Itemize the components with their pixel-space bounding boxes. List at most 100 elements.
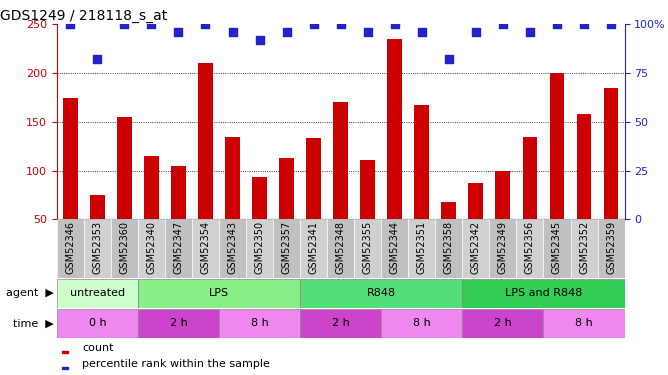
Bar xyxy=(381,219,408,278)
Text: 8 h: 8 h xyxy=(413,318,431,328)
Bar xyxy=(84,219,111,278)
Bar xyxy=(57,309,138,338)
Bar xyxy=(273,219,300,278)
Text: GSM52348: GSM52348 xyxy=(336,221,345,274)
Bar xyxy=(144,156,159,219)
Text: GSM52352: GSM52352 xyxy=(579,221,589,274)
Bar xyxy=(117,117,132,219)
Point xyxy=(606,21,617,27)
Bar xyxy=(462,309,544,338)
Bar xyxy=(408,219,436,278)
Text: 2 h: 2 h xyxy=(332,318,349,328)
Text: 8 h: 8 h xyxy=(575,318,593,328)
Bar xyxy=(138,219,165,278)
Text: GSM52344: GSM52344 xyxy=(389,221,399,274)
Text: GSM52355: GSM52355 xyxy=(363,221,373,274)
Text: untreated: untreated xyxy=(69,288,125,298)
Bar xyxy=(496,171,510,219)
Bar xyxy=(300,309,381,338)
Text: GSM52343: GSM52343 xyxy=(228,221,238,274)
Text: count: count xyxy=(82,343,114,353)
Bar xyxy=(90,195,105,219)
Text: GDS1249 / 218118_s_at: GDS1249 / 218118_s_at xyxy=(0,9,167,23)
Text: 0 h: 0 h xyxy=(89,318,106,328)
Point xyxy=(309,21,319,27)
Text: GSM52340: GSM52340 xyxy=(146,221,156,274)
Bar xyxy=(138,279,300,308)
Bar xyxy=(354,219,381,278)
Bar xyxy=(327,219,354,278)
Point xyxy=(65,21,75,27)
Text: GSM52351: GSM52351 xyxy=(417,221,427,274)
Text: GSM52341: GSM52341 xyxy=(309,221,319,274)
Point xyxy=(146,21,157,27)
Bar xyxy=(171,166,186,219)
Text: GSM52345: GSM52345 xyxy=(552,221,562,274)
Point xyxy=(552,21,562,27)
Text: 2 h: 2 h xyxy=(494,318,512,328)
Bar xyxy=(570,219,598,278)
Bar xyxy=(300,279,462,308)
Bar xyxy=(468,183,484,219)
Bar xyxy=(360,160,375,219)
Text: GSM52358: GSM52358 xyxy=(444,221,454,274)
Point xyxy=(362,29,373,35)
Point xyxy=(416,29,427,35)
Text: GSM52354: GSM52354 xyxy=(200,221,210,274)
Point xyxy=(498,21,508,27)
Text: GSM52350: GSM52350 xyxy=(255,221,265,274)
Bar xyxy=(544,309,625,338)
Text: R848: R848 xyxy=(367,288,396,298)
Bar xyxy=(306,138,321,219)
Bar xyxy=(550,73,564,219)
Point xyxy=(200,21,211,27)
Text: LPS and R848: LPS and R848 xyxy=(505,288,582,298)
Text: GSM52342: GSM52342 xyxy=(471,221,481,274)
Bar xyxy=(225,136,240,219)
Bar xyxy=(414,105,430,219)
Bar xyxy=(490,219,516,278)
Text: GSM52356: GSM52356 xyxy=(525,221,535,274)
Bar xyxy=(544,219,570,278)
Bar xyxy=(300,219,327,278)
Point xyxy=(578,21,589,27)
Text: GSM52359: GSM52359 xyxy=(606,221,616,274)
Bar xyxy=(252,177,267,219)
Text: GSM52346: GSM52346 xyxy=(65,221,75,274)
Point xyxy=(524,29,535,35)
Text: GSM52347: GSM52347 xyxy=(174,221,184,274)
Point xyxy=(389,21,400,27)
Bar xyxy=(279,158,294,219)
Point xyxy=(119,21,130,27)
Bar xyxy=(111,219,138,278)
Bar xyxy=(381,309,462,338)
Bar xyxy=(246,219,273,278)
Bar xyxy=(138,309,219,338)
Point xyxy=(444,57,454,63)
Text: GSM52353: GSM52353 xyxy=(92,221,102,274)
Text: GSM52349: GSM52349 xyxy=(498,221,508,274)
Text: GSM52360: GSM52360 xyxy=(120,221,130,274)
Bar xyxy=(63,367,68,369)
Bar xyxy=(63,98,77,219)
Bar xyxy=(219,309,300,338)
Bar xyxy=(63,351,68,353)
Bar xyxy=(598,219,625,278)
Point xyxy=(92,57,103,63)
Bar xyxy=(387,39,402,219)
Bar xyxy=(198,63,213,219)
Point xyxy=(255,37,265,43)
Bar xyxy=(522,136,537,219)
Text: 2 h: 2 h xyxy=(170,318,187,328)
Point xyxy=(173,29,184,35)
Bar xyxy=(165,219,192,278)
Text: LPS: LPS xyxy=(209,288,229,298)
Bar xyxy=(462,219,490,278)
Bar xyxy=(516,219,544,278)
Text: GSM52357: GSM52357 xyxy=(282,221,292,274)
Bar xyxy=(442,202,456,219)
Bar xyxy=(436,219,462,278)
Bar xyxy=(192,219,219,278)
Text: percentile rank within the sample: percentile rank within the sample xyxy=(82,359,270,369)
Point xyxy=(470,29,481,35)
